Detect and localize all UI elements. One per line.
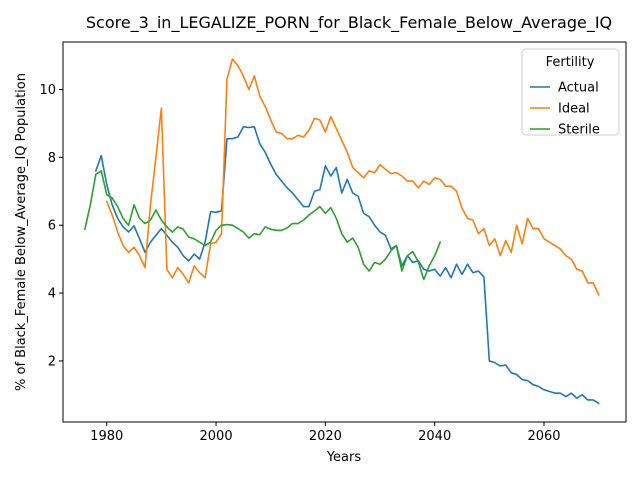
axes-frame	[62, 41, 627, 423]
y-axis: 2 4 6 8 10	[39, 83, 63, 369]
x-axis-label: Years	[326, 450, 362, 465]
legend-label-ideal: Ideal	[558, 102, 590, 117]
y-tick-label: 2	[48, 354, 56, 369]
chart-title: Score_3_in_LEGALIZE_PORN_for_Black_Femal…	[86, 13, 612, 33]
series-line-actual	[94, 126, 600, 405]
x-tick-label: 2020	[309, 429, 342, 444]
legend-box	[521, 48, 620, 136]
plot-area	[62, 41, 627, 423]
y-tick-label: 6	[48, 219, 56, 234]
y-axis-label: % of Black_Female Below_Average_IQ Popul…	[14, 73, 29, 391]
x-tick-label: 2040	[418, 429, 451, 444]
legend: Fertility Actual Ideal Sterile	[521, 48, 620, 138]
legend-label-actual: Actual	[558, 81, 599, 96]
legend-title: Fertility	[546, 55, 595, 70]
y-tick-label: 10	[39, 83, 56, 98]
x-tick-label: 1980	[90, 429, 123, 444]
x-tick-label: 2000	[200, 429, 233, 444]
series-line-ideal	[105, 58, 600, 296]
x-tick-label: 2060	[527, 429, 560, 444]
series-line-sterile	[83, 170, 442, 281]
legend-items: Actual Ideal Sterile	[530, 81, 600, 138]
y-tick-label: 8	[48, 151, 56, 166]
y-tick-label: 4	[48, 287, 56, 302]
x-axis: 1980 2000 2020 2040 2060	[90, 422, 561, 444]
legend-label-sterile: Sterile	[558, 123, 600, 138]
series-layer	[83, 58, 600, 405]
